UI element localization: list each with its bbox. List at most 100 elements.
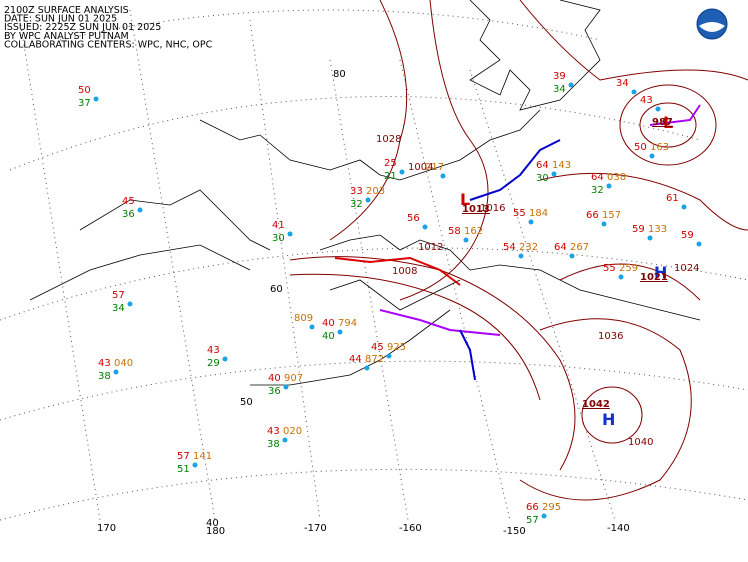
logo-gull — [699, 22, 725, 32]
station-marker — [283, 384, 289, 390]
latitude-label: 40 — [206, 518, 219, 529]
station-marker — [541, 513, 547, 519]
station-pressure: 163 — [650, 142, 669, 153]
header-line: ISSUED: 2225Z SUN JUN 01 2025 — [4, 22, 161, 33]
station-marker — [647, 235, 653, 241]
header-line: COLLABORATING CENTERS: WPC, NHC, OPC — [4, 39, 213, 50]
station-temperature: 57 — [112, 290, 125, 301]
pressure-center-symbol: L — [460, 190, 470, 209]
isobar — [519, 318, 692, 501]
station-dewpoint: 40 — [322, 331, 335, 342]
station-dewpoint: 34 — [553, 84, 566, 95]
isobar — [289, 273, 541, 401]
station-marker — [518, 253, 524, 259]
coastline — [79, 189, 271, 251]
pressure-center-value: 1042 — [582, 399, 610, 410]
station-temperature: 55 — [603, 263, 616, 274]
pressure-center-symbol: L — [663, 113, 673, 132]
station-pressure: 267 — [570, 242, 589, 253]
isobar — [581, 386, 643, 444]
station-temperature: 64 — [554, 242, 567, 253]
isobar — [519, 0, 748, 81]
station-marker — [113, 369, 119, 375]
station-marker — [127, 301, 133, 307]
station-temperature: 33 — [350, 186, 363, 197]
cold-front — [459, 329, 476, 381]
station-marker — [568, 82, 574, 88]
pressure-center-value: 1013 — [462, 204, 490, 215]
station-marker — [569, 253, 575, 259]
isobar — [559, 263, 701, 301]
fronts — [334, 104, 701, 381]
station-dewpoint: 36 — [122, 209, 135, 220]
pressure-center-value: 1021 — [640, 272, 668, 283]
station-marker — [655, 106, 661, 112]
isobar — [639, 102, 697, 148]
station-temperature: 50 — [78, 85, 91, 96]
station-pressure: 162 — [464, 226, 483, 237]
header-line: DATE: SUN JUN 01 2025 — [4, 14, 117, 25]
station-dewpoint: 30 — [536, 173, 549, 184]
isobar-label: 1016 — [480, 203, 505, 214]
coastline — [329, 279, 461, 311]
station-temperature: 64 — [536, 160, 549, 171]
lon-line — [249, 19, 321, 521]
station-temperature: 45 — [122, 196, 135, 207]
isobar — [619, 84, 717, 166]
station-temperature: 39 — [553, 71, 566, 82]
station-pressure: 040 — [114, 358, 133, 369]
station-marker — [399, 169, 405, 175]
station-temperature: 43 — [98, 358, 111, 369]
longitude-label: 170 — [97, 523, 116, 534]
station-pressure: 907 — [284, 373, 303, 384]
station-temperature: 66 — [526, 502, 539, 513]
station-dewpoint: 51 — [177, 464, 190, 475]
station-temperature: 57 — [177, 451, 190, 462]
station-marker — [681, 204, 687, 210]
station-temperature: 55 — [513, 208, 526, 219]
station-dewpoint: 21 — [384, 171, 397, 182]
station-dewpoint: 36 — [268, 386, 281, 397]
station-pressure: 038 — [607, 172, 626, 183]
station-marker — [631, 89, 637, 95]
isobar — [399, 0, 489, 301]
station-marker — [337, 329, 343, 335]
occluded-front — [649, 104, 701, 126]
station-temperature: 43 — [640, 95, 653, 106]
station-pressure: 217 — [425, 162, 444, 173]
coastlines — [29, 0, 701, 386]
station-temperature: 58 — [448, 226, 461, 237]
station-temperature: 41 — [272, 220, 285, 231]
station-dewpoint: 38 — [267, 439, 280, 450]
station-temperature: 61 — [666, 193, 679, 204]
longitude-label: 180 — [206, 526, 225, 537]
station-pressure: 794 — [338, 318, 357, 329]
station-marker — [551, 171, 557, 177]
station-pressure: 872 — [365, 354, 384, 365]
station-temperature: 59 — [632, 224, 645, 235]
isobar-label: 1012 — [418, 242, 443, 253]
station-marker — [422, 224, 428, 230]
station-marker — [386, 353, 392, 359]
isobar-label: 1004 — [408, 162, 433, 173]
latitude-label: 80 — [333, 69, 346, 80]
station-dewpoint: 29 — [207, 358, 220, 369]
station-pressure: 141 — [193, 451, 212, 462]
cold-front — [469, 139, 561, 201]
lon-line — [129, 9, 216, 521]
station-marker — [440, 173, 446, 179]
isobar — [329, 0, 408, 241]
station-pressure: 133 — [648, 224, 667, 235]
graticule — [0, 9, 748, 521]
isobar-label: 1028 — [376, 134, 401, 145]
station-temperature: 54 — [503, 242, 516, 253]
station-marker — [618, 274, 624, 280]
pressure-center-symbol: H — [654, 263, 667, 282]
isobars — [289, 0, 748, 501]
isobar-label: 1036 — [598, 331, 623, 342]
isobar-label: 1008 — [392, 266, 417, 277]
station-dewpoint: 34 — [112, 303, 125, 314]
station-pressure: 259 — [619, 263, 638, 274]
station-pressure: 184 — [529, 208, 548, 219]
